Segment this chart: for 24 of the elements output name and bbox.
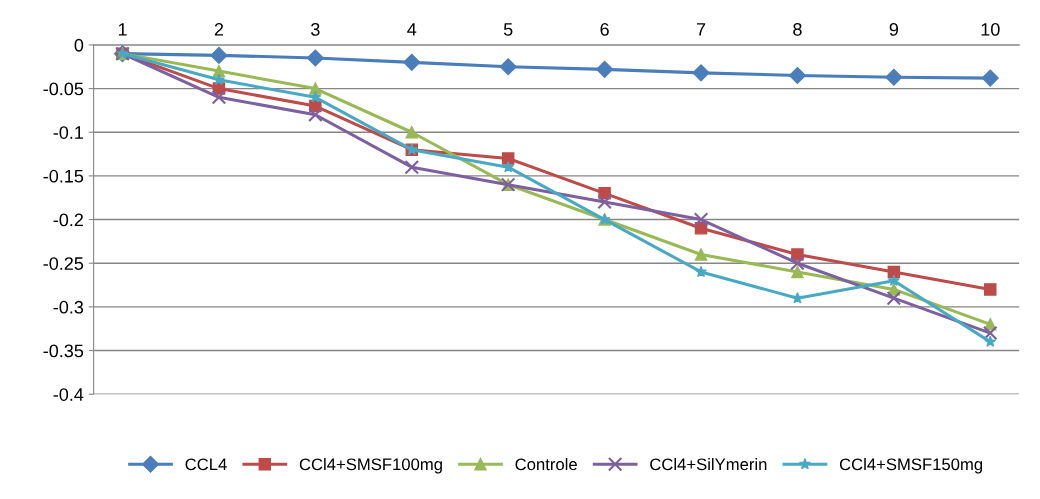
x-tick-label: 6	[600, 23, 609, 36]
x-tick-label: 5	[503, 23, 513, 36]
y-tick-label: -0.15	[43, 169, 84, 183]
y-tick-label: -0.4	[53, 388, 84, 401]
y-tick-label: -0.05	[43, 82, 84, 96]
legend-label: CCL4	[185, 458, 227, 471]
y-tick-label: -0.1	[53, 126, 83, 139]
y-tick-label: -0.35	[43, 344, 84, 358]
x-tick-label: 2	[214, 23, 224, 36]
x-tick-label: 10	[981, 23, 1000, 36]
y-tick-label: -0.3	[53, 300, 84, 314]
y-tick-label: -0.25	[43, 257, 84, 270]
legend-label: Controle	[515, 457, 577, 471]
x-tick-label: 4	[407, 23, 417, 36]
legend-label: CCl4+SMSF150mg	[839, 457, 983, 474]
x-tick-label: 7	[696, 23, 706, 36]
x-tick-label: 9	[889, 23, 899, 36]
legend-label: CCl4+SilYmerin	[650, 457, 767, 471]
x-tick-label: 3	[311, 23, 320, 36]
y-tick-label: -0.2	[53, 213, 83, 227]
legend-label: CCl4+SMSF100mg	[299, 457, 442, 474]
x-tick-label: 1	[118, 23, 127, 36]
x-tick-label: 8	[793, 23, 802, 36]
y-tick-label: 0	[74, 38, 84, 52]
